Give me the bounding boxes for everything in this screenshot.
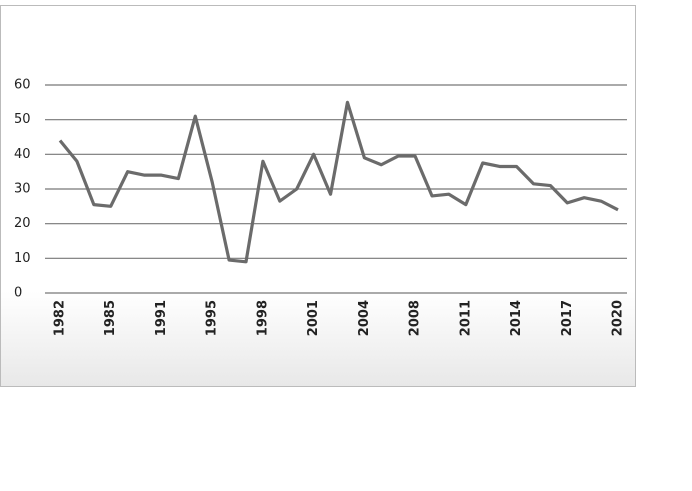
x-tick-label: 1982	[53, 300, 68, 336]
y-tick-label: 40	[14, 147, 31, 162]
x-tick-label: 1991	[154, 300, 169, 336]
y-tick-label: 30	[14, 182, 31, 197]
x-tick-label: 2004	[357, 300, 372, 336]
x-tick-label: 2001	[306, 300, 321, 336]
x-tick-label: 2014	[509, 300, 524, 336]
x-tick-label: 2020	[611, 300, 626, 336]
x-tick-label: 1985	[103, 300, 118, 336]
y-tick-label: 0	[14, 286, 22, 301]
chart-frame	[0, 5, 636, 387]
y-tick-label: 20	[14, 216, 31, 231]
y-tick-label: 60	[14, 78, 31, 93]
x-tick-label: 1995	[205, 300, 220, 336]
x-tick-label: 2008	[408, 300, 423, 336]
x-tick-label: 1998	[255, 300, 270, 336]
y-tick-label: 50	[14, 112, 31, 127]
x-tick-label: 2017	[560, 300, 575, 336]
x-tick-label: 2011	[458, 300, 473, 336]
data-line	[58, 100, 619, 264]
y-tick-label: 10	[14, 251, 31, 266]
